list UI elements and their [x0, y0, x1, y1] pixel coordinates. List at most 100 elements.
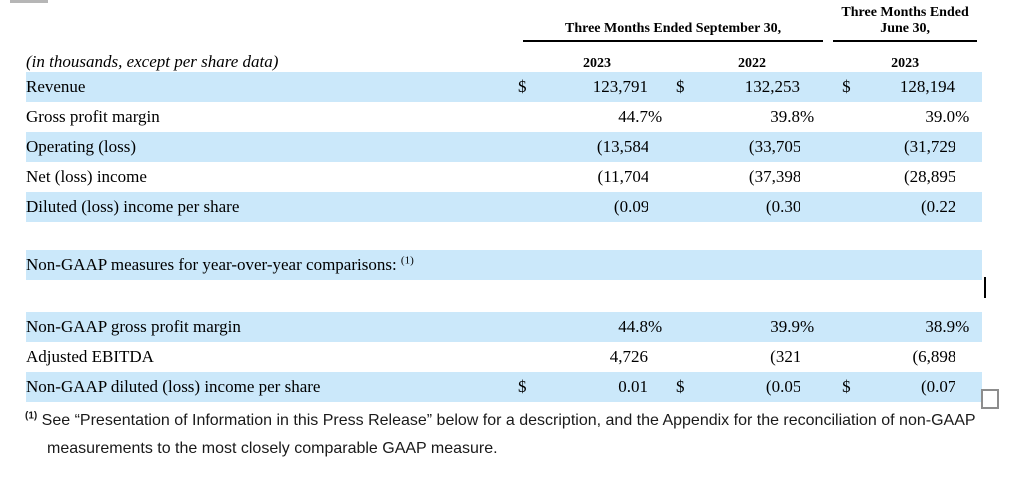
- cell-currency: [828, 162, 856, 192]
- cell-suffix: [648, 72, 676, 102]
- row-label: Diluted (loss) income per share: [26, 197, 240, 216]
- cell-currency: $: [518, 377, 527, 396]
- cell-value-text: 39.8: [770, 107, 800, 126]
- spacer-row: [26, 222, 982, 250]
- cell-currency: [828, 192, 856, 222]
- unit-note: (in thousands, except per share data): [26, 52, 279, 71]
- cell-value: (6,898): [856, 342, 956, 372]
- cell-suffix: [800, 72, 828, 102]
- footnote-marker: (1): [25, 410, 38, 422]
- cell-value: 123,791: [544, 72, 648, 102]
- cell-value: (11,704): [544, 162, 648, 192]
- cell-value-text: (11,704): [597, 167, 648, 186]
- table-row: Adjusted EBITDA 4,726 (321) (6,898): [26, 342, 982, 372]
- cell-suffix: [648, 372, 676, 402]
- cell-value-text: 132,253: [744, 77, 800, 96]
- cell-currency: [518, 312, 544, 342]
- row-label: Non-GAAP gross profit margin: [26, 317, 241, 336]
- cell-suffix: [955, 192, 982, 222]
- cell-currency: $: [676, 77, 685, 96]
- cell-suffix: [955, 162, 982, 192]
- checkbox[interactable]: [981, 389, 999, 409]
- year-header-2023-sep: 2023: [583, 56, 611, 71]
- column-group-q3: Three Months Ended September 30,: [518, 2, 828, 42]
- row-label: Adjusted EBITDA: [26, 347, 154, 366]
- cell-currency: [676, 192, 702, 222]
- cell-value: (0.30): [702, 192, 800, 222]
- table-row: Non-GAAP diluted (loss) income per share…: [26, 372, 983, 402]
- text-cursor: [984, 277, 986, 298]
- column-group-q2-line1: Three Months Ended: [841, 5, 969, 20]
- cell-value-text: (0.22): [921, 197, 956, 216]
- section-label: Non-GAAP measures for year-over-year com…: [26, 254, 414, 274]
- spacer-cell: [26, 222, 982, 250]
- cell-value: (37,398): [702, 162, 800, 192]
- year-header-2022-sep: 2022: [738, 56, 767, 71]
- cell-value: (0.22): [856, 192, 955, 222]
- cell-suffix: [955, 72, 982, 102]
- top-edge-artifact: [10, 0, 48, 3]
- cell-currency: [676, 162, 702, 192]
- table-row: Diluted (loss) income per share (0.09) (0.…: [26, 192, 983, 222]
- column-group-q2-line2: June 30,: [880, 21, 930, 36]
- cell-suffix: [648, 132, 676, 162]
- cell-suffix: [800, 162, 828, 192]
- row-label: Operating (loss): [26, 137, 137, 156]
- table-row: Operating (loss) (13,584) (33,705) (31,729): [26, 132, 983, 162]
- cell-suffix: %: [800, 317, 815, 336]
- footnote: (1) See “Presentation of Information in …: [25, 407, 1024, 463]
- year-header-row: (in thousands, except per share data) 20…: [26, 42, 982, 72]
- cell-value: (31,729): [856, 132, 955, 162]
- row-label: Net (loss) income: [26, 167, 147, 186]
- cell-value-text: 44.8: [618, 317, 648, 336]
- cell-value-text: 44.7: [618, 107, 648, 126]
- table-body: Revenue $123,791 $132,253 $128,194 Gross pro…: [26, 72, 983, 402]
- cell-suffix: [955, 372, 982, 402]
- cell-currency: [518, 132, 544, 162]
- cell-value-text: (6,898): [912, 347, 956, 366]
- cell-currency: [676, 132, 702, 162]
- cell-currency: [828, 102, 856, 132]
- cell-suffix: [800, 342, 828, 372]
- cell-currency: [828, 312, 856, 342]
- cell-currency: [828, 342, 856, 372]
- cell-value-text: (37,398): [748, 167, 800, 186]
- cell-suffix: [800, 132, 828, 162]
- cell-value-text: 123,791: [592, 77, 648, 96]
- cell-value: (0.07): [856, 372, 955, 402]
- year-header-2023-jun: 2023: [891, 56, 920, 71]
- row-label: Gross profit margin: [26, 107, 160, 126]
- cell-value: (0.09): [544, 192, 648, 222]
- table-header: Three Months Ended September 30, Three M…: [26, 2, 982, 72]
- cell-value: 128,194: [856, 72, 955, 102]
- cell-currency: $: [842, 77, 851, 96]
- cell-currency: [676, 102, 702, 132]
- cell-value: (33,705): [702, 132, 800, 162]
- table-row: Net (loss) income (11,704) (37,398) (28,895…: [26, 162, 982, 192]
- cell-value-text: (321): [770, 347, 800, 366]
- table-row: Non-GAAP gross profit margin 44.8% 39.9% 38…: [26, 312, 983, 342]
- cell-value: 4,726: [544, 342, 648, 372]
- cell-suffix: %: [800, 107, 815, 126]
- cell-value-text: (0.30): [765, 197, 800, 216]
- cell-suffix: [955, 132, 982, 162]
- cell-suffix: %: [648, 107, 663, 126]
- table-row: Gross profit margin 44.7% 39.8% 39.0%: [26, 102, 982, 132]
- spacer-cell: [26, 280, 982, 312]
- cell-currency: [518, 342, 544, 372]
- row-label: Revenue: [26, 77, 86, 96]
- cell-value-text: 39.0: [925, 107, 956, 126]
- cell-suffix: %: [955, 317, 970, 336]
- cell-value: (13,584): [544, 132, 648, 162]
- cell-value: 44.8: [544, 312, 648, 342]
- cell-value-text: (31,729): [904, 137, 956, 156]
- financial-summary-table: Three Months Ended September 30, Three M…: [26, 2, 983, 402]
- footnote-text: See “Presentation of Information in this…: [37, 412, 976, 457]
- cell-value: 39.0: [856, 102, 955, 132]
- cell-value-text: 38.9: [925, 317, 956, 336]
- cell-value-text: 128,194: [899, 77, 956, 96]
- spacer-row: [26, 280, 982, 312]
- cell-currency: $: [842, 377, 851, 396]
- column-group-header-row: Three Months Ended September 30, Three M…: [26, 2, 982, 42]
